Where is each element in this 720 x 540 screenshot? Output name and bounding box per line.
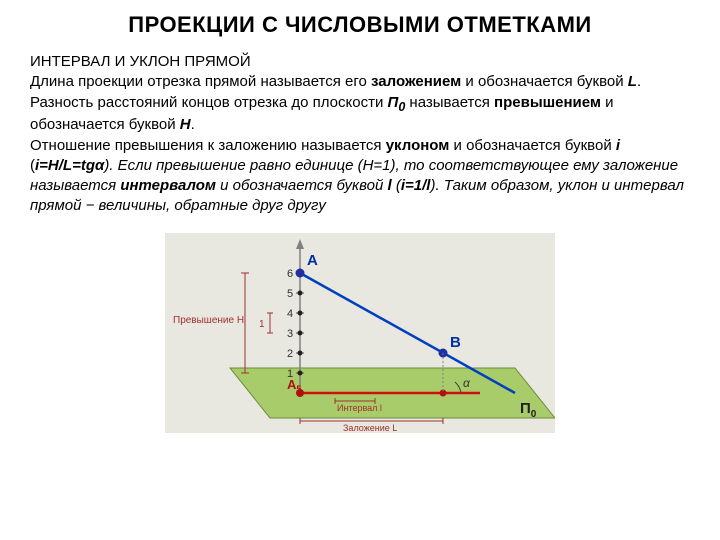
p2b: П xyxy=(388,94,399,111)
p2c: называется xyxy=(405,94,494,111)
p3k: ( xyxy=(392,177,401,194)
p2a: Разность расстояний концов отрезка до пл… xyxy=(30,94,388,111)
p3a: Отношение превышения к заложению называе… xyxy=(30,137,386,154)
diagram: 1 2 3 4 5 6 Превышение H 1 A B xyxy=(165,233,555,433)
p1d: L xyxy=(628,73,637,90)
p2f: H xyxy=(180,116,191,133)
svg-text:6: 6 xyxy=(287,268,293,280)
svg-text:4: 4 xyxy=(287,308,293,320)
p3b: уклоном xyxy=(386,137,450,154)
point-a xyxy=(296,268,305,277)
page-title: ПРОЕКЦИИ С ЧИСЛОВЫМИ ОТМЕТКАМИ xyxy=(30,12,690,38)
p1c: и обозначается буквой xyxy=(461,73,628,90)
subtitle: ИНТЕРВАЛ И УКЛОН ПРЯМОЙ xyxy=(30,53,251,70)
p1b: заложением xyxy=(371,73,461,90)
svg-text:Интервал l: Интервал l xyxy=(337,403,382,413)
p2d: превышением xyxy=(494,94,601,111)
label-b: B xyxy=(450,334,461,351)
diagram-container: 1 2 3 4 5 6 Превышение H 1 A B xyxy=(30,233,690,433)
p3l: i=1/l xyxy=(401,177,431,194)
svg-text:5: 5 xyxy=(287,288,293,300)
p3d: i xyxy=(616,137,620,154)
p3i: и обозначается буквой xyxy=(216,177,388,194)
body-text: ИНТЕРВАЛ И УКЛОН ПРЯМОЙ Длина проекции о… xyxy=(30,52,690,217)
svg-text:1: 1 xyxy=(259,319,265,330)
label-alpha: α xyxy=(463,376,471,390)
p3f: i=H/L=tgα xyxy=(35,157,104,174)
p2g: . xyxy=(191,116,195,133)
svg-text:Превышение H: Превышение H xyxy=(173,315,244,326)
label-a: A xyxy=(307,252,318,269)
p1a: Длина проекции отрезка прямой называется… xyxy=(30,73,371,90)
p3c: и обозначается буквой xyxy=(449,137,616,154)
p3h: интервалом xyxy=(120,177,216,194)
svg-text:Заложение L: Заложение L xyxy=(343,423,397,433)
svg-text:3: 3 xyxy=(287,328,293,340)
svg-text:2: 2 xyxy=(287,348,293,360)
p1e: . xyxy=(637,73,641,90)
